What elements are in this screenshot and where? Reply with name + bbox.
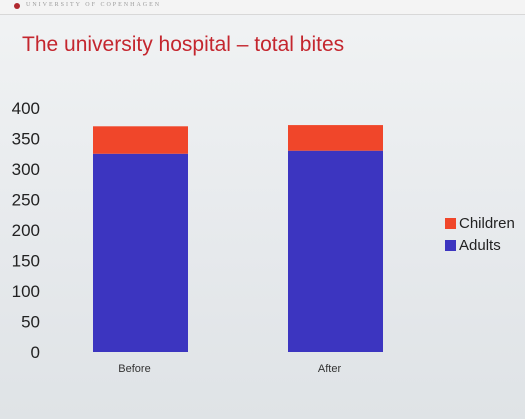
bar-adults-after (288, 150, 383, 352)
bars (93, 125, 383, 352)
legend-item-children: Children (445, 212, 515, 234)
bar-adults-before (93, 153, 188, 352)
category-labels: Before After (118, 363, 341, 375)
y-tick-label: 250 (12, 191, 40, 210)
legend-label-children: Children (459, 214, 515, 232)
legend-swatch-adults (445, 239, 456, 251)
bar-children-before (93, 126, 188, 154)
university-name: UNIVERSITY OF COPENHAGEN (26, 2, 162, 8)
y-tick-label: 150 (12, 252, 40, 271)
bar-children-after (288, 125, 383, 151)
x-category-label: Before (118, 363, 150, 375)
legend-swatch-children (445, 217, 456, 229)
university-logo-icon (14, 3, 20, 9)
legend-item-adults: Adults (445, 234, 515, 256)
legend-label-adults: Adults (459, 236, 501, 254)
y-axis-ticks: 0 50 100 150 200 250 300 350 400 (12, 99, 40, 362)
y-tick-label: 0 (31, 343, 40, 362)
y-tick-label: 200 (12, 221, 40, 240)
y-tick-label: 100 (12, 282, 40, 301)
y-tick-label: 350 (12, 130, 40, 149)
x-category-label: After (318, 363, 342, 375)
y-tick-label: 300 (12, 160, 40, 179)
chart-title: The university hospital – total bites (22, 33, 345, 56)
y-tick-label: 50 (21, 313, 40, 332)
y-tick-label: 400 (12, 99, 40, 118)
legend: Children Adults (445, 212, 515, 256)
university-header: UNIVERSITY OF COPENHAGEN (0, 0, 525, 15)
